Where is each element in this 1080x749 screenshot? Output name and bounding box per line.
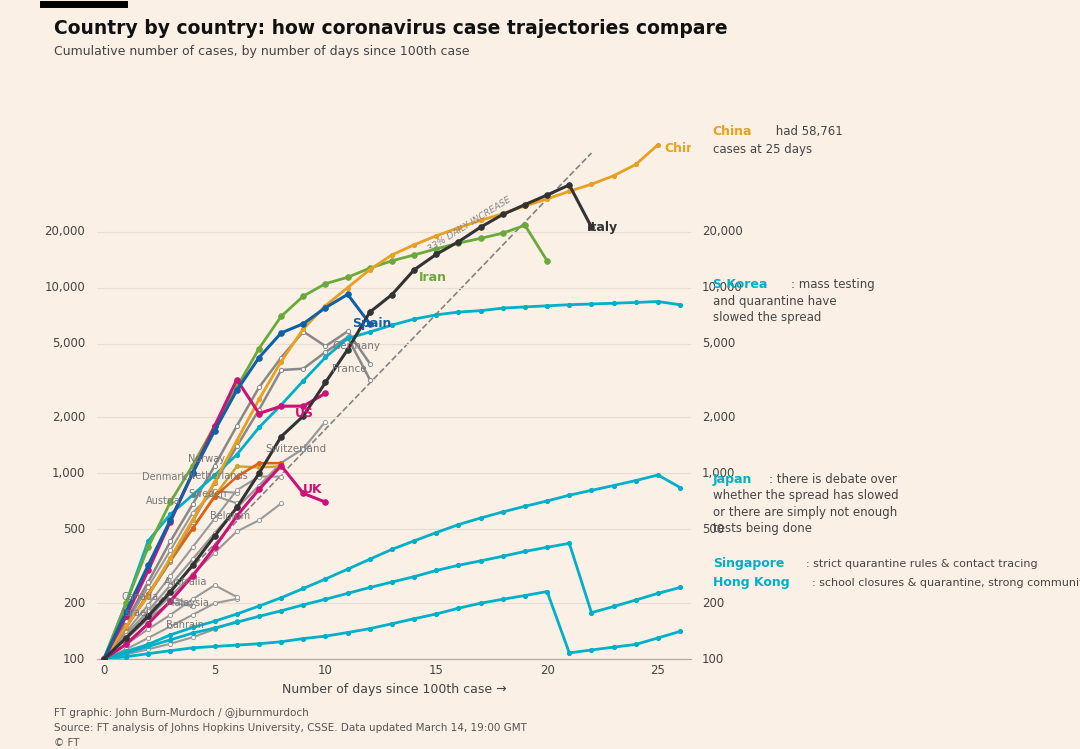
Text: 20,000: 20,000 xyxy=(44,225,85,238)
Text: Spain: Spain xyxy=(352,318,391,330)
Text: 33% DAILY INCREASE: 33% DAILY INCREASE xyxy=(427,195,513,253)
Text: 1,000: 1,000 xyxy=(52,467,85,480)
Text: and quarantine have: and quarantine have xyxy=(713,294,836,308)
Text: whether the spread has slowed: whether the spread has slowed xyxy=(713,489,899,503)
Text: or there are simply not enough: or there are simply not enough xyxy=(713,506,897,519)
Text: China: China xyxy=(664,142,704,155)
Text: Hong Kong: Hong Kong xyxy=(713,576,789,589)
Text: Australia: Australia xyxy=(164,577,207,587)
Text: 20,000: 20,000 xyxy=(702,225,743,238)
Text: Austria: Austria xyxy=(146,496,180,506)
X-axis label: Number of days since 100th case →: Number of days since 100th case → xyxy=(282,682,507,696)
Text: 200: 200 xyxy=(63,597,85,610)
Text: had 58,761: had 58,761 xyxy=(772,124,843,138)
Text: 100: 100 xyxy=(63,652,85,666)
Text: Italy: Italy xyxy=(588,221,618,234)
Text: Japan: Japan xyxy=(713,473,752,486)
Text: S Korea: S Korea xyxy=(713,278,767,291)
Text: Germany: Germany xyxy=(333,342,380,351)
Text: 500: 500 xyxy=(702,523,724,536)
Text: UK: UK xyxy=(303,483,323,496)
Text: Denmark: Denmark xyxy=(141,473,187,482)
Text: Sweden: Sweden xyxy=(188,489,227,500)
Text: tests being done: tests being done xyxy=(713,522,812,536)
Text: Switzerland: Switzerland xyxy=(266,444,327,454)
Text: China: China xyxy=(713,124,753,138)
Text: 10,000: 10,000 xyxy=(702,281,743,294)
Text: 2,000: 2,000 xyxy=(52,411,85,424)
Text: US: US xyxy=(295,407,313,420)
Text: 5,000: 5,000 xyxy=(52,337,85,350)
Text: : school closures & quarantine, strong community response: : school closures & quarantine, strong c… xyxy=(812,577,1080,588)
Text: Netherlands: Netherlands xyxy=(188,471,247,481)
Text: Country by country: how coronavirus case trajectories compare: Country by country: how coronavirus case… xyxy=(54,19,728,37)
Text: 500: 500 xyxy=(64,523,85,536)
Text: Norway: Norway xyxy=(188,454,225,464)
Text: Iran: Iran xyxy=(419,271,447,284)
Text: 5,000: 5,000 xyxy=(702,337,735,350)
Text: Source: FT analysis of Johns Hopkins University, CSSE. Data updated March 14, 19: Source: FT analysis of Johns Hopkins Uni… xyxy=(54,723,527,733)
Text: 10,000: 10,000 xyxy=(44,281,85,294)
Text: : there is debate over: : there is debate over xyxy=(769,473,896,486)
Text: cases at 25 days: cases at 25 days xyxy=(713,143,812,157)
Text: France: France xyxy=(333,364,367,374)
Text: © FT: © FT xyxy=(54,738,80,748)
Text: slowed the spread: slowed the spread xyxy=(713,311,821,324)
Text: 200: 200 xyxy=(702,597,725,610)
Text: : mass testing: : mass testing xyxy=(791,278,875,291)
Text: : strict quarantine rules & contact tracing: : strict quarantine rules & contact trac… xyxy=(806,559,1037,569)
Text: Singapore: Singapore xyxy=(713,557,784,571)
Text: Cumulative number of cases, by number of days since 100th case: Cumulative number of cases, by number of… xyxy=(54,45,470,58)
Text: Belgium: Belgium xyxy=(211,511,251,521)
Text: Malaysia: Malaysia xyxy=(166,598,208,608)
Text: Bahrain: Bahrain xyxy=(166,620,204,631)
Text: FT graphic: John Burn-Murdoch / @jburnmurdoch: FT graphic: John Burn-Murdoch / @jburnmu… xyxy=(54,708,309,718)
Text: 2,000: 2,000 xyxy=(702,411,735,424)
Text: Canada: Canada xyxy=(122,592,159,602)
Text: Israel: Israel xyxy=(122,607,148,618)
Text: 100: 100 xyxy=(702,652,725,666)
Text: 1,000: 1,000 xyxy=(702,467,735,480)
